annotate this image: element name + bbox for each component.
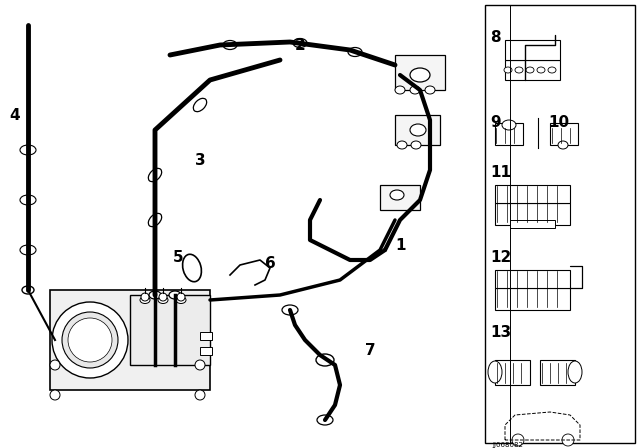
- Text: 10: 10: [548, 115, 569, 130]
- Bar: [395, 115, 440, 145]
- Ellipse shape: [316, 354, 334, 366]
- Ellipse shape: [148, 168, 162, 182]
- Bar: [540, 360, 575, 385]
- Text: JJ068082: JJ068082: [492, 442, 523, 448]
- Circle shape: [52, 302, 128, 378]
- Bar: [495, 360, 530, 385]
- Ellipse shape: [223, 40, 237, 49]
- Ellipse shape: [317, 415, 333, 425]
- Bar: [510, 220, 555, 228]
- Bar: [380, 185, 420, 210]
- Ellipse shape: [548, 67, 556, 73]
- Circle shape: [74, 324, 106, 356]
- Ellipse shape: [293, 39, 307, 47]
- Bar: [495, 270, 570, 288]
- Bar: [495, 203, 570, 225]
- Bar: [550, 123, 578, 145]
- Ellipse shape: [504, 67, 512, 73]
- Bar: [495, 288, 570, 310]
- Ellipse shape: [568, 361, 582, 383]
- Bar: [130, 295, 210, 365]
- Circle shape: [195, 390, 205, 400]
- Circle shape: [141, 293, 149, 301]
- Text: 3: 3: [195, 153, 205, 168]
- Ellipse shape: [425, 86, 435, 94]
- Text: 6: 6: [265, 256, 276, 271]
- Circle shape: [159, 293, 167, 301]
- Bar: [200, 332, 212, 340]
- Ellipse shape: [390, 190, 404, 200]
- Ellipse shape: [20, 245, 36, 255]
- Bar: [495, 123, 523, 145]
- Bar: [200, 347, 212, 355]
- Ellipse shape: [515, 67, 523, 73]
- Ellipse shape: [20, 195, 36, 205]
- Ellipse shape: [348, 47, 362, 56]
- Ellipse shape: [537, 67, 545, 73]
- Bar: [505, 40, 560, 60]
- Circle shape: [62, 312, 118, 368]
- Ellipse shape: [282, 305, 298, 315]
- Bar: [395, 55, 445, 90]
- Text: 2: 2: [295, 38, 306, 53]
- Text: 8: 8: [490, 30, 500, 45]
- Ellipse shape: [410, 124, 426, 136]
- Ellipse shape: [176, 297, 186, 303]
- Ellipse shape: [20, 145, 36, 155]
- Circle shape: [562, 434, 574, 446]
- Ellipse shape: [502, 120, 516, 130]
- Text: 5: 5: [173, 250, 184, 265]
- Circle shape: [177, 293, 185, 301]
- Ellipse shape: [140, 297, 150, 303]
- Circle shape: [512, 434, 524, 446]
- Ellipse shape: [410, 68, 430, 82]
- Bar: [495, 185, 570, 203]
- Circle shape: [50, 390, 60, 400]
- Ellipse shape: [558, 141, 568, 149]
- Text: 9: 9: [490, 115, 500, 130]
- Text: 11: 11: [490, 165, 511, 180]
- Ellipse shape: [488, 361, 502, 383]
- Circle shape: [50, 360, 60, 370]
- Circle shape: [68, 318, 112, 362]
- Ellipse shape: [169, 291, 181, 299]
- Ellipse shape: [148, 213, 162, 227]
- Bar: [505, 60, 560, 80]
- Circle shape: [195, 360, 205, 370]
- Ellipse shape: [411, 141, 421, 149]
- Ellipse shape: [22, 286, 34, 294]
- Ellipse shape: [526, 67, 534, 73]
- Ellipse shape: [182, 254, 202, 282]
- Text: 7: 7: [365, 343, 376, 358]
- Text: 1: 1: [395, 238, 406, 253]
- Text: 12: 12: [490, 250, 511, 265]
- Circle shape: [82, 332, 98, 348]
- Bar: [485, 5, 635, 443]
- Ellipse shape: [149, 291, 161, 299]
- Ellipse shape: [158, 297, 168, 303]
- Ellipse shape: [395, 86, 405, 94]
- Ellipse shape: [397, 141, 407, 149]
- Ellipse shape: [410, 86, 420, 94]
- Text: 13: 13: [490, 325, 511, 340]
- Text: 4: 4: [10, 108, 20, 123]
- Bar: [50, 290, 210, 390]
- Ellipse shape: [193, 98, 207, 112]
